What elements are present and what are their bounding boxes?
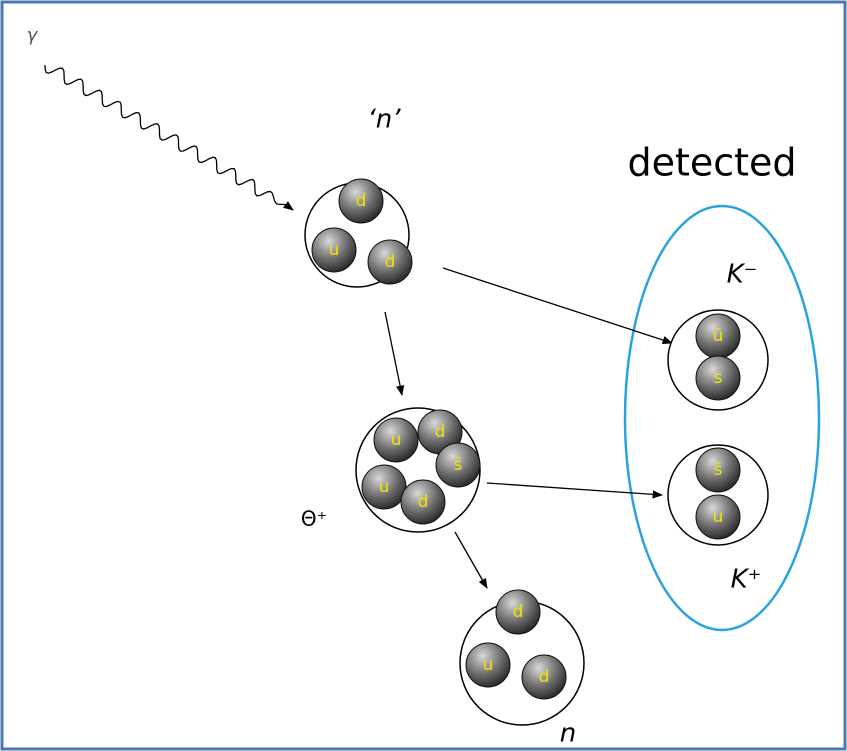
quark-label: u: [391, 430, 402, 450]
quark-label: ū: [713, 326, 724, 346]
quark-label: d: [356, 191, 367, 211]
quark-label: d: [539, 667, 550, 687]
quark-label: d: [418, 492, 429, 512]
n-label: n: [560, 719, 576, 749]
gamma-label: γ: [27, 25, 39, 46]
quark-label: d: [385, 252, 396, 272]
k-minus-label: K⁻: [727, 260, 758, 290]
quark-label: d: [435, 422, 446, 442]
n-prime-label: ‘n’: [367, 105, 401, 135]
quark-label: u: [483, 655, 494, 675]
quark-label: u: [713, 507, 724, 527]
diagram: d u d ū s u d u d s̄ s̄ u d u d γ ‘n’ detected K⁻ K⁺ Θ…: [0, 0, 847, 751]
detected-label: detected: [627, 141, 796, 185]
quark-label: s̄: [714, 460, 723, 480]
quark-label: u: [379, 477, 390, 497]
quark-label: s̄: [454, 455, 463, 475]
quark-label: u: [329, 240, 340, 260]
quark-label: d: [513, 602, 524, 622]
quark-label: s: [714, 368, 723, 388]
k-plus-label: K⁺: [731, 565, 762, 595]
theta-plus-label: Θ⁺: [301, 507, 327, 531]
